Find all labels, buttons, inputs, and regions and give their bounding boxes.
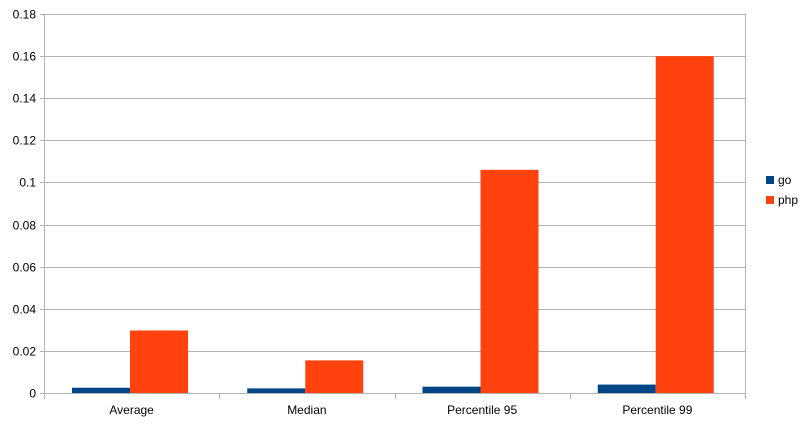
x-tick-label: Median	[287, 403, 326, 417]
legend-swatch-php	[766, 196, 774, 204]
x-tick-label: Average	[109, 403, 154, 417]
x-axis-tick-labels: Average Median Percentile 95 Percentile 99	[109, 403, 692, 417]
bar-php-percentile-95	[480, 169, 539, 393]
bar-php-median	[305, 360, 364, 393]
y-tick-label: 0.14	[13, 92, 37, 106]
legend-label-go: go	[778, 173, 792, 187]
y-tick-label: 0.12	[13, 134, 37, 148]
bar-php-average	[130, 330, 188, 393]
bar-go-average	[72, 387, 130, 393]
axes	[40, 14, 746, 399]
bar-go-percentile-95	[422, 386, 481, 393]
bar-php-percentile-99	[655, 56, 714, 393]
y-tick-label: 0	[29, 387, 36, 401]
bars	[72, 56, 714, 393]
y-axis-tick-labels: 0 0.02 0.04 0.06 0.08 0.1 0.12 0.14 0.16 0.18	[13, 8, 37, 401]
y-tick-label: 0.16	[13, 50, 37, 64]
legend-label-php: php	[778, 193, 798, 207]
y-tick-label: 0.06	[13, 261, 37, 275]
x-tick-label: Percentile 95	[447, 403, 517, 417]
y-tick-label: 0.1	[19, 176, 36, 190]
y-tick-label: 0.02	[13, 345, 37, 359]
y-tick-label: 0.08	[13, 219, 37, 233]
bar-go-percentile-99	[597, 384, 656, 393]
x-tick-label: Percentile 99	[622, 403, 692, 417]
y-tick-label: 0.04	[13, 303, 37, 317]
bar-go-median	[247, 388, 306, 393]
legend-swatch-go	[766, 176, 774, 184]
legend: go php	[766, 173, 798, 207]
y-tick-label: 0.18	[13, 8, 37, 22]
